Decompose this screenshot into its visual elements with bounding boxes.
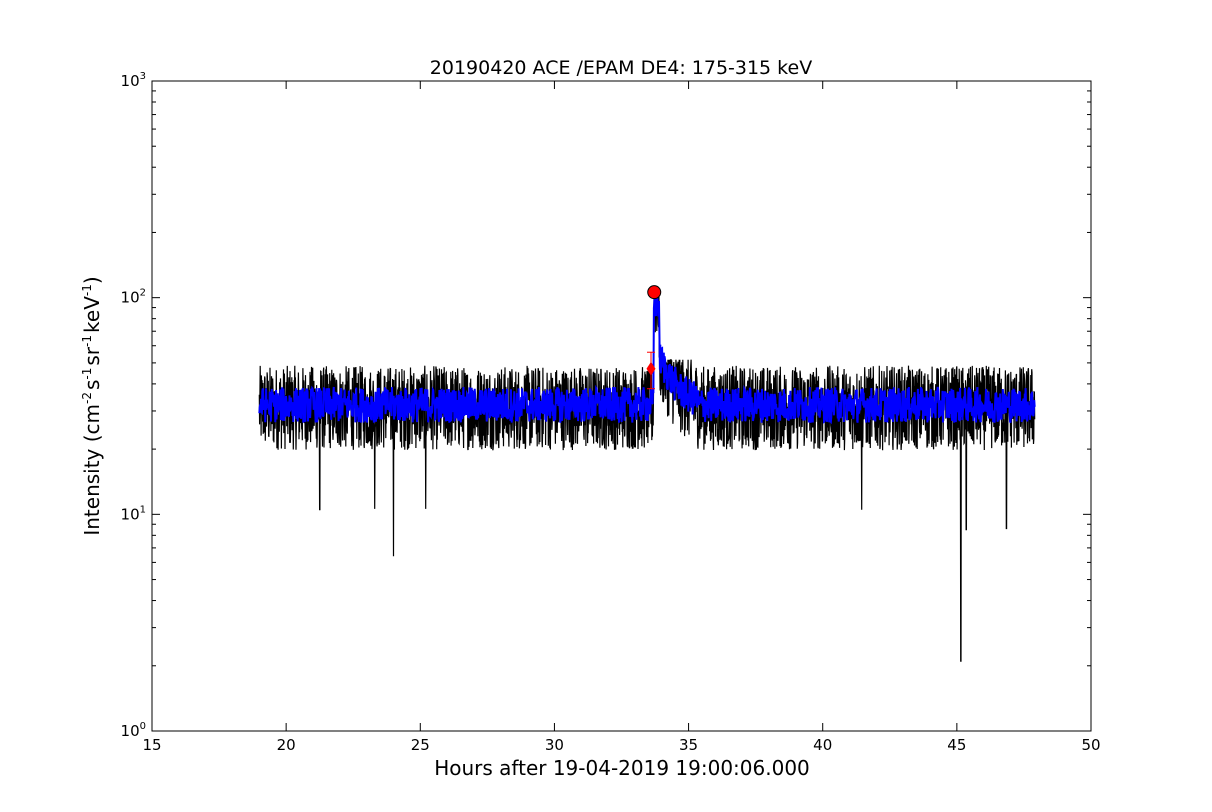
- smoothed-intensity-line: [258, 287, 1036, 425]
- x-tick-label: 15: [142, 736, 161, 754]
- plot-frame: [151, 80, 1092, 732]
- y-tick-label: 100: [121, 721, 146, 740]
- x-tick-label: 35: [679, 736, 698, 754]
- raw-intensity-line: [258, 288, 1036, 662]
- peak-marker: [647, 285, 662, 300]
- x-tick-label: 30: [545, 736, 564, 754]
- chart-title: 20190420 ACE /EPAM DE4: 175-315 keV: [430, 57, 812, 79]
- y-axis: 100 101 102 103: [121, 71, 1091, 740]
- x-tick-label: 45: [947, 736, 966, 754]
- x-axis: 15 20 25 30 35 40 45 50: [142, 81, 1101, 754]
- x-tick-label: 50: [1081, 736, 1100, 754]
- x-tick-label: 25: [411, 736, 430, 754]
- x-axis-label: Hours after 19-04-2019 19:00:06.000: [434, 756, 810, 780]
- y-tick-label: 101: [121, 504, 146, 523]
- x-tick-label: 20: [277, 736, 296, 754]
- plot-area: [258, 285, 1036, 662]
- y-tick-label: 103: [121, 71, 146, 90]
- y-tick-label: 102: [121, 288, 146, 307]
- x-tick-label: 40: [813, 736, 832, 754]
- y-axis-label: Intensity (cm-2s-1sr-1keV-1): [80, 276, 104, 535]
